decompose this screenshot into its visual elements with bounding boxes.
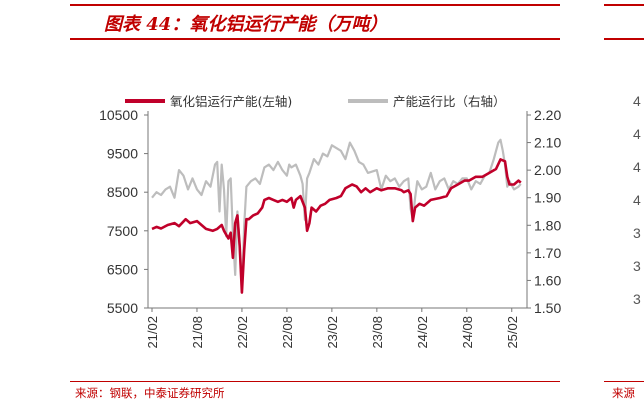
chart-source: 来源：钢联，中泰证券研究所 xyxy=(75,386,225,400)
adjacent-axis-tick: 3 xyxy=(633,291,641,307)
adjacent-axis-tick: 4 xyxy=(633,126,641,142)
right-tick-label: 2.10 xyxy=(534,135,561,151)
adjacent-axis-tick: 3 xyxy=(633,258,641,274)
chart-title-bar: 图表 44：氧化铝运行产能（万吨） xyxy=(70,4,560,42)
legend-label-capacity: 氧化铝运行产能(左轴) xyxy=(170,94,292,109)
left-tick-label: 6500 xyxy=(107,261,138,277)
x-tick-label: 23/02 xyxy=(325,316,340,349)
left-tick-label: 10500 xyxy=(99,107,138,123)
right-tick-label: 2.00 xyxy=(534,162,561,178)
x-tick-label: 23/08 xyxy=(370,316,385,349)
left-tick-label: 7500 xyxy=(107,223,138,239)
right-tick-label: 1.90 xyxy=(534,190,561,206)
adjacent-axis-tick: 4 xyxy=(633,159,641,175)
source-rule xyxy=(70,381,560,382)
right-tick-label: 2.20 xyxy=(534,107,561,123)
adjacent-axis-tick: 4 xyxy=(633,93,641,109)
left-tick-label: 8500 xyxy=(107,184,138,200)
adjacent-source-fragment: 来源 xyxy=(612,386,635,400)
adjacent-title-bottom-rule xyxy=(604,38,644,40)
adjacent-panel-header xyxy=(604,4,644,44)
series-line-capacity xyxy=(151,158,522,294)
x-tick-label: 25/02 xyxy=(505,316,520,349)
title-bottom-rule xyxy=(70,38,560,40)
right-tick-label: 1.80 xyxy=(534,217,561,233)
series-line-ratio xyxy=(151,138,522,293)
x-tick-label: 24/02 xyxy=(415,316,430,349)
x-tick-label: 21/02 xyxy=(145,316,160,349)
chart-title: 图表 44：氧化铝运行产能（万吨） xyxy=(104,14,388,35)
x-tick-label: 24/08 xyxy=(460,316,475,349)
right-tick-label: 1.70 xyxy=(534,245,561,261)
right-tick-label: 1.60 xyxy=(534,272,561,288)
left-tick-label: 9500 xyxy=(107,146,138,162)
x-tick-label: 22/02 xyxy=(235,316,250,349)
x-tick-label: 21/08 xyxy=(190,316,205,349)
adjacent-axis-tick: 4 xyxy=(633,192,641,208)
right-tick-label: 1.50 xyxy=(534,300,561,316)
adjacent-title-top-rule xyxy=(604,4,644,6)
adjacent-source-rule xyxy=(604,381,644,382)
title-top-rule xyxy=(70,4,560,6)
adjacent-axis-tick: 3 xyxy=(633,225,641,241)
left-tick-label: 5500 xyxy=(107,300,138,316)
legend-label-ratio: 产能运行比（右轴） xyxy=(393,94,506,109)
x-tick-label: 22/08 xyxy=(280,316,295,349)
